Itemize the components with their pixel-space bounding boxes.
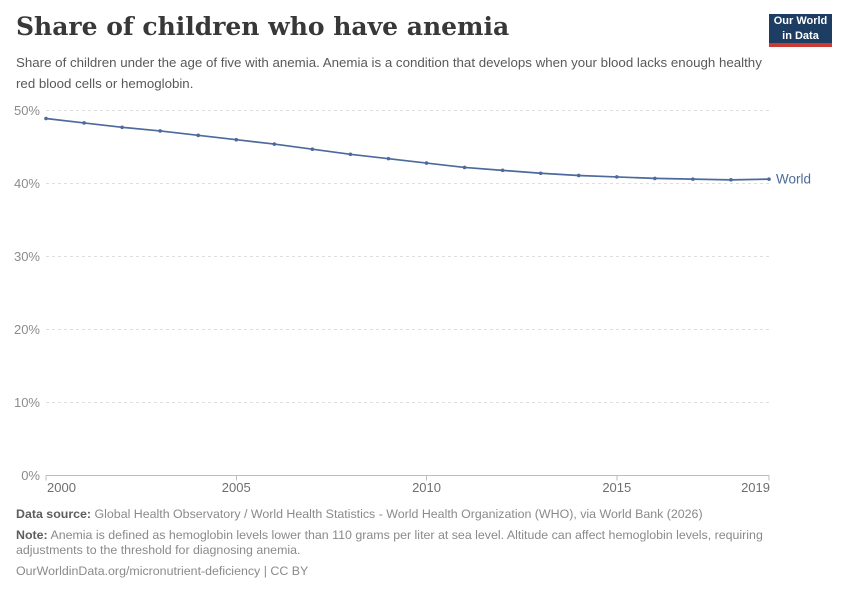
data-point [729,178,733,182]
footer-url[interactable]: OurWorldinData.org/micronutrient-deficie… [16,563,261,578]
data-point [653,176,657,181]
data-point [614,175,619,179]
y-tick-label: 10% [14,395,40,410]
x-tick-label: 2010 [412,480,441,495]
note-label: Note: [16,527,48,542]
data-point [576,173,581,178]
data-point [310,147,315,151]
data-point [691,177,695,181]
y-tick-label: 40% [14,176,40,191]
x-tick-label: 2000 [47,480,76,495]
license-line: OurWorldinData.org/micronutrient-deficie… [16,564,830,580]
data-point [158,129,162,133]
plot-area: 0% 10% 20% 30% 40% 50% 2000 2005 2010 2015 2019 Wor… [0,95,850,500]
x-tick-label: 2005 [222,480,251,495]
data-point [462,165,467,170]
datasource-label: Data source: [16,507,92,521]
y-tick-label: 50% [14,103,40,118]
owid-logo-line1: Our World [773,15,828,28]
data-point [767,177,771,181]
data-point [234,137,239,142]
y-tick-label: 20% [14,322,40,337]
owid-logo-line2: in Data [782,29,819,42]
data-point [272,142,277,146]
footer-license: CC BY [270,563,309,578]
note-line: Note: Anemia is defined as hemoglobin le… [16,528,830,559]
data-point [44,116,48,121]
chart-title: Share of children who have anemia [16,12,510,41]
chart-subtitle: Share of children under the age of five … [16,55,762,91]
data-point [348,152,353,157]
data-point [538,171,543,176]
data-point [500,168,505,173]
data-point [82,121,86,125]
data-point [196,133,201,138]
line-chart: 0% 10% 20% 30% 40% 50% 2000 2005 2010 2015 2019 Wor… [14,103,811,495]
datasource-line: Data source: Global Health Observatory /… [16,507,830,523]
data-point [424,161,429,165]
data-point [386,156,391,161]
data-line-world [45,117,770,181]
note-text: Anemia is defined as hemoglobin levels l… [16,527,763,558]
datasource-text: Global Health Observatory / World Health… [94,507,703,521]
series-end-label: World [776,172,811,187]
data-point [120,125,124,130]
x-tick-label: 2019 [741,480,770,495]
owid-logo[interactable]: Our World in Data [769,14,832,47]
y-tick-label: 0% [21,468,40,483]
y-tick-label: 30% [14,249,40,264]
chart-footer: Data source: Global Health Observatory /… [16,507,830,584]
x-tick-label: 2015 [602,480,631,495]
footer-divider: | [263,563,267,578]
